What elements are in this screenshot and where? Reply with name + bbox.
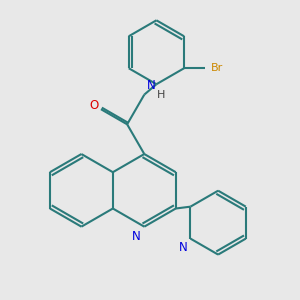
Text: O: O [89,100,98,112]
Text: N: N [132,230,141,243]
Text: N: N [147,79,155,92]
Text: N: N [178,241,187,254]
Text: H: H [157,90,166,100]
Text: Br: Br [211,63,224,73]
